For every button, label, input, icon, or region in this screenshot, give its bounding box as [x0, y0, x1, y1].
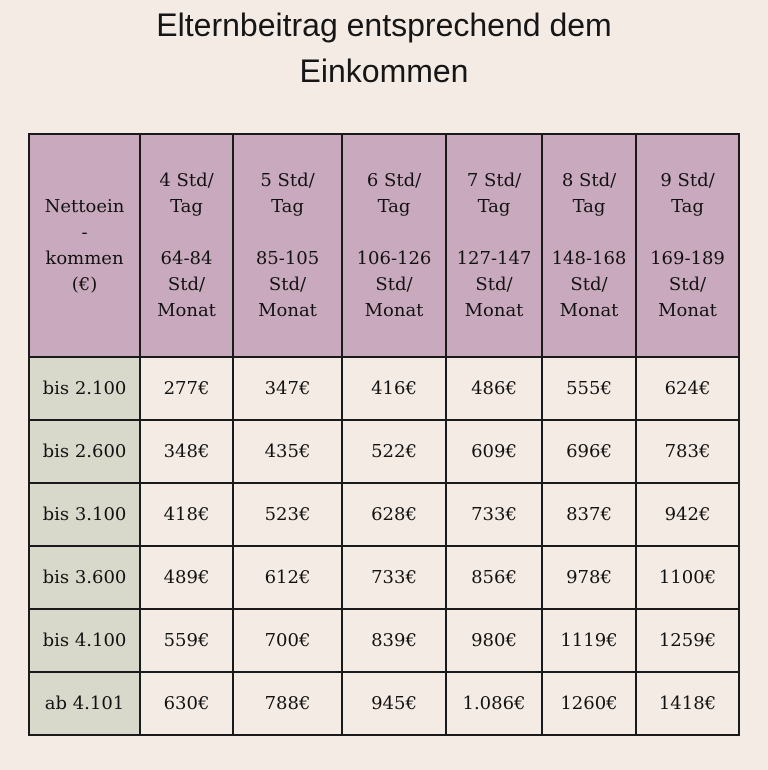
header-unit: Tag — [170, 195, 203, 217]
fee-cell: 523€ — [232, 482, 343, 547]
title-line-2: Einkommen — [299, 53, 469, 89]
fee-cell: 856€ — [445, 545, 543, 610]
fee-cell: 416€ — [341, 356, 447, 421]
header-9h: 9 Std/ Tag 169-189 Std/ Monat — [635, 133, 740, 358]
fee-cell: 1119€ — [541, 608, 637, 673]
header-range: 148-168 — [551, 247, 627, 269]
fee-cell: 628€ — [341, 482, 447, 547]
fee-cell: 733€ — [341, 545, 447, 610]
table-row: bis 3.600 489€ 612€ 733€ 856€ 978€ 1100€ — [28, 545, 740, 610]
fee-table: Nettoein - kommen (€) 4 Std/ Tag 64-84 S… — [28, 133, 740, 736]
table-row: bis 2.600 348€ 435€ 522€ 609€ 696€ 783€ — [28, 419, 740, 484]
header-unit: Monat — [258, 299, 317, 321]
header-unit: Monat — [364, 299, 424, 321]
header-hours: 6 Std/ — [366, 169, 422, 191]
header-row: Nettoein - kommen (€) 4 Std/ Tag 64-84 S… — [28, 133, 740, 358]
fee-cell: 696€ — [541, 419, 637, 484]
income-bracket: bis 3.600 — [28, 545, 141, 610]
header-unit: Monat — [464, 299, 524, 321]
fee-cell: 1100€ — [635, 545, 740, 610]
fee-cell: 555€ — [541, 356, 637, 421]
header-unit: Monat — [658, 299, 717, 321]
fee-cell: 630€ — [139, 671, 234, 736]
header-hours: 8 Std/ — [561, 169, 617, 191]
table-row: bis 2.100 277€ 347€ 416€ 486€ 555€ 624€ — [28, 356, 740, 421]
fee-cell: 435€ — [232, 419, 343, 484]
income-bracket: ab 4.101 — [28, 671, 141, 736]
header-unit: Monat — [559, 299, 619, 321]
fee-cell: 783€ — [635, 419, 740, 484]
table-row: bis 4.100 559€ 700€ 839€ 980€ 1119€ 1259… — [28, 608, 740, 673]
income-bracket: bis 2.100 — [28, 356, 141, 421]
fee-cell: 277€ — [139, 356, 234, 421]
fee-cell: 418€ — [139, 482, 234, 547]
fee-cell: 980€ — [445, 608, 543, 673]
header-8h: 8 Std/ Tag 148-168 Std/ Monat — [541, 133, 637, 358]
header-4h: 4 Std/ Tag 64-84 Std/ Monat — [139, 133, 234, 358]
fee-cell: 945€ — [341, 671, 447, 736]
header-6h: 6 Std/ Tag 106-126 Std/ Monat — [341, 133, 447, 358]
header-unit: Std/ — [668, 273, 707, 295]
income-bracket: bis 2.600 — [28, 419, 141, 484]
fee-cell: 700€ — [232, 608, 343, 673]
title-line-1: Elternbeitrag entsprechend dem — [156, 7, 612, 43]
header-income-line: (€) — [71, 273, 98, 295]
header-range: 106-126 — [356, 247, 432, 269]
fee-cell: 486€ — [445, 356, 543, 421]
header-income: Nettoein - kommen (€) — [28, 133, 141, 358]
fee-cell: 1260€ — [541, 671, 637, 736]
fee-cell: 1418€ — [635, 671, 740, 736]
header-hours: 4 Std/ — [159, 169, 214, 191]
fee-cell: 522€ — [341, 419, 447, 484]
header-unit: Std/ — [570, 273, 608, 295]
header-unit: Monat — [157, 299, 216, 321]
fee-cell: 624€ — [635, 356, 740, 421]
fee-cell: 559€ — [139, 608, 234, 673]
fee-cell: 612€ — [232, 545, 343, 610]
header-range: 85-105 — [255, 247, 320, 269]
fee-cell: 733€ — [445, 482, 543, 547]
fee-cell: 788€ — [232, 671, 343, 736]
header-income-line: - — [81, 221, 88, 243]
header-hours: 9 Std/ — [660, 169, 715, 191]
header-income-line: kommen — [45, 247, 124, 269]
income-bracket: bis 4.100 — [28, 608, 141, 673]
table-row: ab 4.101 630€ 788€ 945€ 1.086€ 1260€ 141… — [28, 671, 740, 736]
header-hours: 7 Std/ — [466, 169, 522, 191]
fee-cell: 1.086€ — [445, 671, 543, 736]
fee-cell: 978€ — [541, 545, 637, 610]
page-title: Elternbeitrag entsprechend dem Einkommen — [0, 2, 768, 94]
header-unit: Std/ — [375, 273, 413, 295]
fee-cell: 839€ — [341, 608, 447, 673]
header-unit: Tag — [671, 195, 704, 217]
fee-cell: 489€ — [139, 545, 234, 610]
header-7h: 7 Std/ Tag 127-147 Std/ Monat — [445, 133, 543, 358]
header-income-line: Nettoein — [44, 195, 125, 217]
table-row: bis 3.100 418€ 523€ 628€ 733€ 837€ 942€ — [28, 482, 740, 547]
header-unit: Tag — [477, 195, 511, 217]
fee-cell: 837€ — [541, 482, 637, 547]
header-hours: 5 Std/ — [260, 169, 315, 191]
header-unit: Tag — [377, 195, 411, 217]
header-unit: Std/ — [268, 273, 307, 295]
header-unit: Std/ — [475, 273, 513, 295]
income-bracket: bis 3.100 — [28, 482, 141, 547]
header-range: 169-189 — [650, 247, 725, 269]
header-range: 64-84 — [160, 247, 213, 269]
header-unit: Tag — [271, 195, 304, 217]
header-5h: 5 Std/ Tag 85-105 Std/ Monat — [232, 133, 343, 358]
fee-cell: 942€ — [635, 482, 740, 547]
header-unit: Std/ — [167, 273, 206, 295]
fee-cell: 1259€ — [635, 608, 740, 673]
header-unit: Tag — [572, 195, 606, 217]
header-range: 127-147 — [456, 247, 532, 269]
fee-cell: 347€ — [232, 356, 343, 421]
fee-cell: 609€ — [445, 419, 543, 484]
fee-cell: 348€ — [139, 419, 234, 484]
